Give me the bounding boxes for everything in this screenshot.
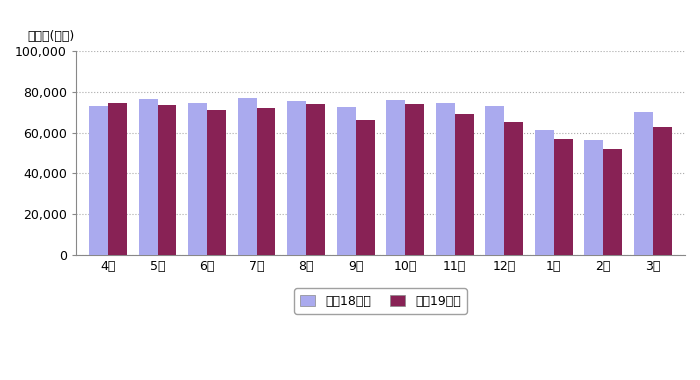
Bar (436, 103, 455, 255)
Bar (188, 103, 207, 255)
Bar (337, 107, 356, 255)
Bar (158, 105, 176, 255)
Bar (535, 130, 554, 255)
Bar (108, 103, 127, 255)
Bar (139, 99, 158, 255)
Bar (485, 106, 504, 255)
Bar (554, 139, 573, 255)
Bar (455, 114, 473, 255)
Bar (603, 149, 622, 255)
Bar (207, 110, 226, 255)
Bar (257, 108, 276, 255)
Bar (634, 112, 653, 255)
Bar (653, 128, 671, 255)
Bar (584, 140, 603, 255)
Bar (504, 122, 523, 255)
Legend: 平成18年度, 平成19年度: 平成18年度, 平成19年度 (294, 288, 467, 314)
Bar (356, 120, 375, 255)
Bar (288, 101, 306, 255)
Bar (405, 104, 424, 255)
Text: 搬入量(トン): 搬入量(トン) (27, 30, 74, 43)
Bar (90, 106, 108, 255)
Bar (386, 100, 405, 255)
Bar (238, 98, 257, 255)
Bar (306, 104, 325, 255)
